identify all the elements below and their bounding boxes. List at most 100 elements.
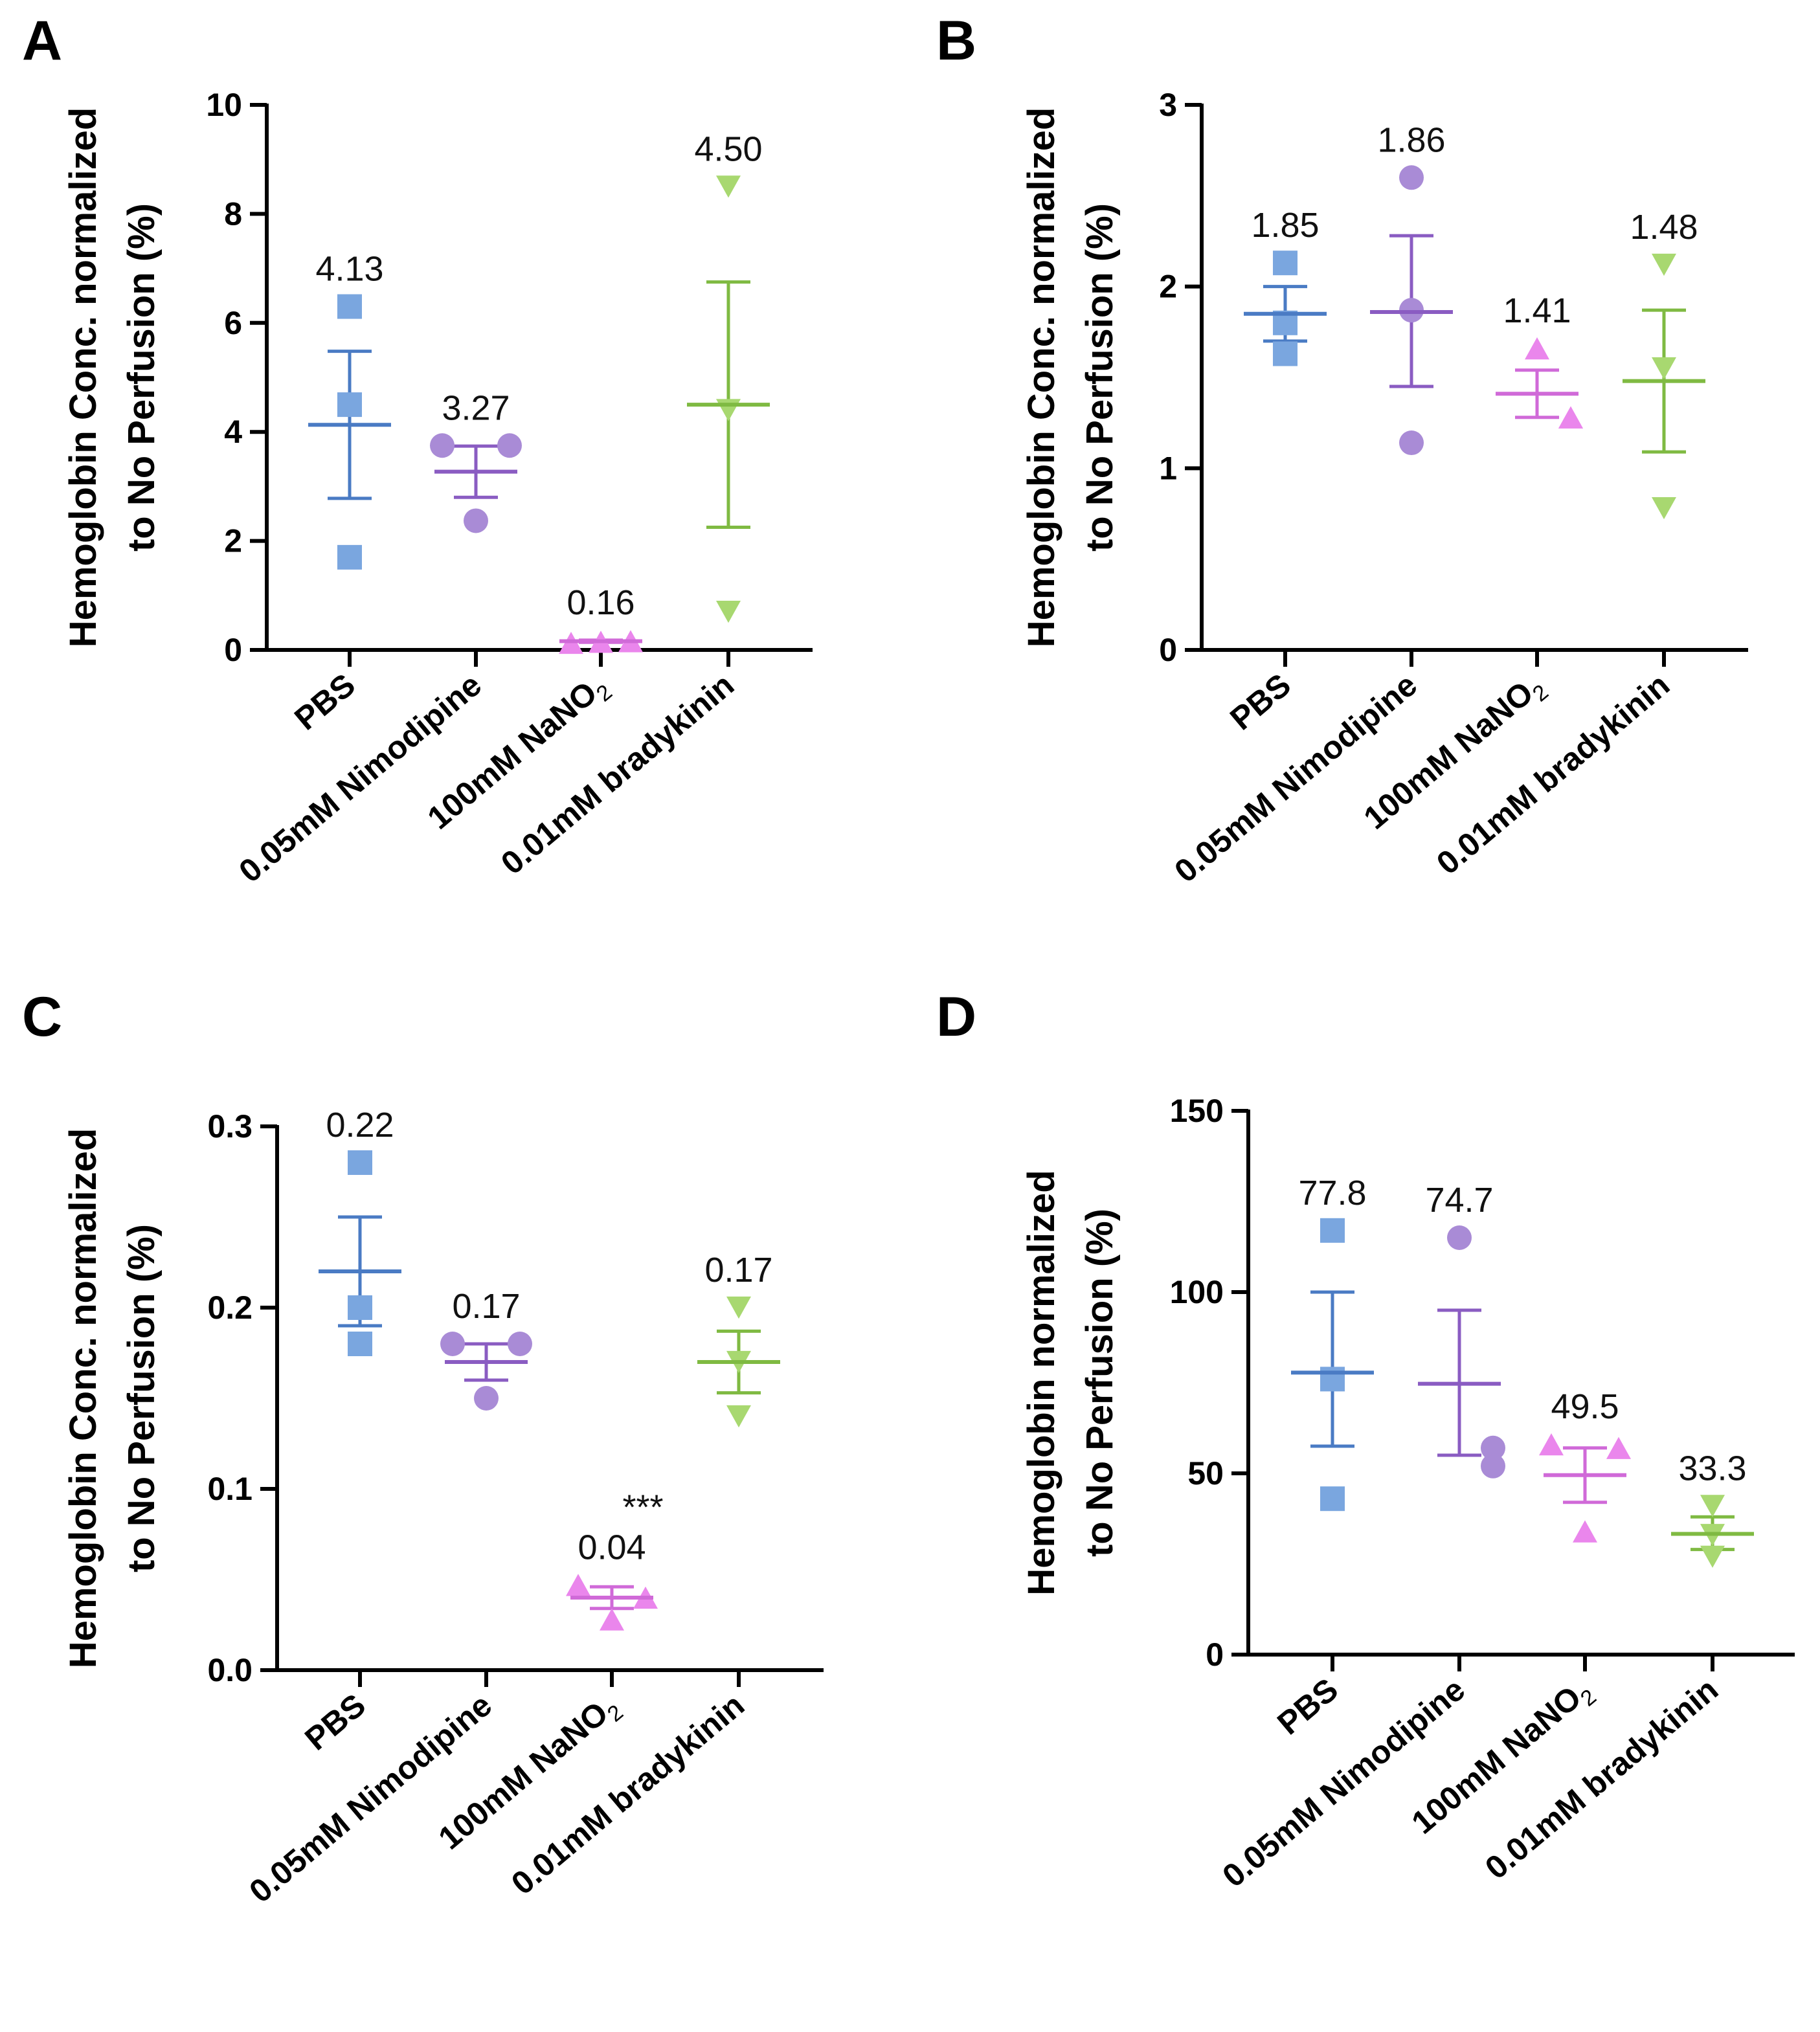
y-axis-title-line2: to No Perfusion (%) (1079, 1209, 1121, 1557)
data-point (566, 1574, 590, 1596)
mean-label: 74.7 (1425, 1181, 1493, 1220)
panel-c: C Hemoglobin Conc. normalized to No Perfus… (22, 986, 824, 1910)
data-point (348, 1332, 372, 1356)
series-bradykinin: 4.50 (687, 129, 770, 623)
x-tick-label: PBS (1223, 667, 1298, 737)
mean-label: 4.50 (694, 129, 762, 168)
mean-label: 4.13 (315, 250, 383, 289)
x-tick-label: PBS (1270, 1671, 1345, 1742)
x-tick-label: 0.05mM Nimodipine (242, 1687, 499, 1910)
data-point (348, 1295, 372, 1320)
series-nimodipine: 1.86 (1370, 120, 1453, 456)
y-axis-title-line1: Hemoglobin Conc. normalized (1020, 107, 1062, 648)
data-point (1539, 1433, 1564, 1456)
y-axis-title-line1: Hemoglobin Conc. normalized (62, 107, 104, 648)
data-point (1652, 253, 1676, 276)
y-tick-label: 6 (224, 305, 242, 341)
data-point (1573, 1520, 1597, 1543)
x-tick-label: 0.05mM Nimodipine (1215, 1671, 1472, 1895)
series-pbs: 77.8 (1291, 1174, 1374, 1512)
y-tick-label: 2 (224, 523, 242, 559)
series-nimodipine: 0.17 (440, 1287, 532, 1411)
data-point (1320, 1367, 1345, 1392)
mean-label: 33.3 (1678, 1449, 1746, 1488)
data-point (337, 392, 362, 418)
mean-label: 3.27 (442, 388, 510, 427)
y-axis-title-line1: Hemoglobin normalized (1020, 1170, 1062, 1595)
series-pbs: 1.85 (1244, 206, 1327, 366)
x-tick-label: PBS (298, 1687, 372, 1758)
data-point (508, 1332, 532, 1356)
data-point (1399, 165, 1424, 190)
data-point (1525, 337, 1549, 360)
y-tick-label: 100 (1170, 1274, 1224, 1310)
data-point (1399, 430, 1424, 456)
y-tick-label: 0.2 (207, 1290, 253, 1326)
data-point (716, 399, 741, 421)
data-point (1652, 497, 1676, 520)
mean-label: 0.22 (326, 1106, 394, 1144)
x-tick-label-subscript: 2 (1528, 680, 1553, 706)
x-tick-label-subscript: 2 (592, 680, 617, 706)
data-point (1700, 1545, 1725, 1568)
x-tick-label: 0.05mM Nimodipine (1167, 667, 1424, 890)
panel-letter: D (936, 986, 976, 1048)
data-point (1320, 1218, 1345, 1243)
y-axis-title-line2: to No Perfusion (%) (1079, 203, 1121, 552)
x-tick-label: 0.01mM bradykinin (1478, 1671, 1725, 1886)
y-tick-label: 50 (1187, 1455, 1224, 1491)
mean-label: 1.48 (1630, 208, 1698, 247)
panel-letter: C (22, 986, 62, 1048)
data-point (1447, 1225, 1472, 1250)
data-point (474, 1386, 499, 1411)
data-point (464, 508, 488, 533)
y-tick-label: 3 (1159, 87, 1177, 123)
y-tick-label: 4 (224, 414, 242, 450)
series-nimodipine: 74.7 (1418, 1181, 1505, 1479)
y-axis-title-line1: Hemoglobin Conc. normalized (62, 1128, 104, 1669)
series-pbs: 4.13 (308, 250, 391, 570)
data-point (716, 600, 741, 623)
mean-label: 0.04 (578, 1528, 646, 1567)
panel-d: D Hemoglobin normalized to No Perfusion (%… (936, 986, 1795, 1894)
x-tick-label-subscript: 2 (603, 1700, 628, 1726)
mean-label: 0.17 (452, 1287, 520, 1326)
mean-label: 1.41 (1503, 291, 1571, 330)
data-point (440, 1332, 465, 1356)
series-nano2: 49.5 (1539, 1387, 1631, 1543)
data-point (337, 544, 362, 570)
mean-label: 0.17 (704, 1251, 772, 1290)
data-point (726, 1405, 751, 1428)
data-point (1652, 357, 1676, 380)
x-tick-label-subscript: 2 (1576, 1684, 1601, 1711)
data-point (1481, 1453, 1505, 1479)
data-point (497, 433, 522, 458)
series-bradykinin: 33.3 (1671, 1449, 1754, 1568)
series-bradykinin: 1.48 (1623, 208, 1705, 520)
y-tick-label: 0.3 (207, 1108, 253, 1144)
data-point (337, 294, 362, 319)
y-tick-label: 10 (206, 87, 242, 123)
y-tick-label: 0.1 (207, 1471, 253, 1507)
data-point (1606, 1436, 1631, 1459)
y-tick-label: 0.0 (207, 1652, 253, 1688)
data-point (600, 1608, 624, 1631)
mean-label: 1.85 (1251, 206, 1319, 245)
data-point (1481, 1435, 1505, 1460)
data-point (1558, 406, 1583, 429)
data-point (1273, 341, 1298, 366)
data-point (430, 433, 455, 458)
data-point (1273, 251, 1298, 276)
y-tick-label: 2 (1159, 269, 1177, 305)
series-nimodipine: 3.27 (430, 388, 522, 533)
series-nano2: 0.16 (559, 583, 643, 654)
y-axis-title-line2: to No Perfusion (%) (120, 203, 163, 552)
data-point (348, 1150, 372, 1175)
panel-letter: A (22, 10, 62, 72)
x-tick-label: PBS (287, 667, 362, 737)
series-pbs: 0.22 (319, 1106, 401, 1356)
y-tick-label: 0 (1159, 632, 1177, 668)
data-point (726, 1296, 751, 1319)
